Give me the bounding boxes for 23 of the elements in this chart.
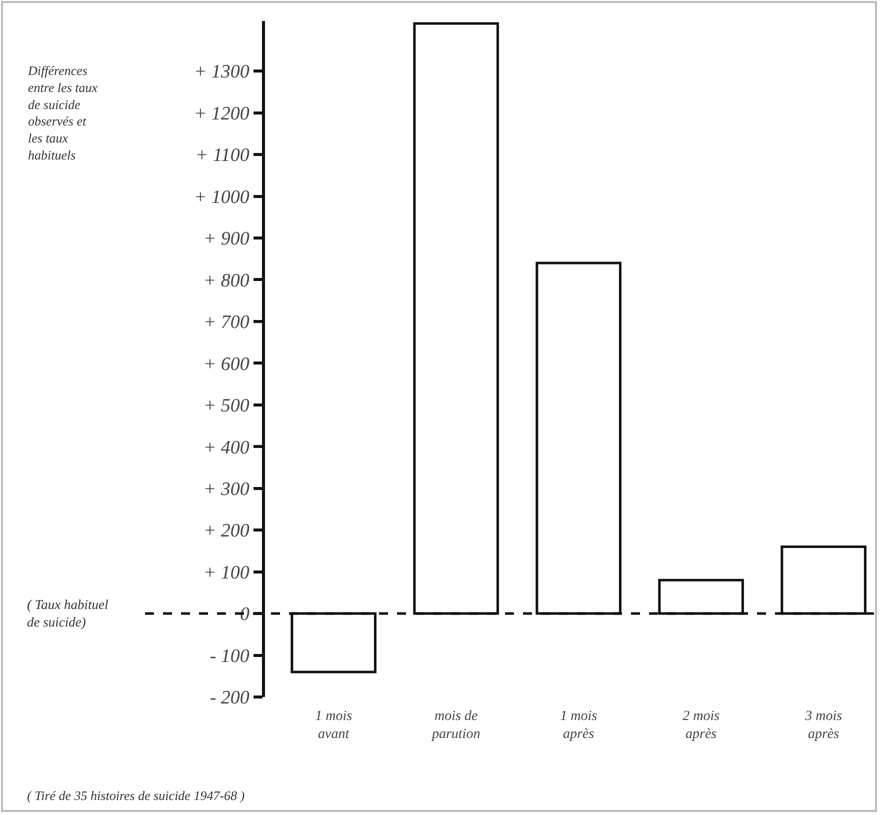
x-tick-label: 2 mois après: [682, 709, 720, 742]
text: ( Tiré de 35 histoires de suicide 1947-68 ): [27, 788, 245, 803]
y-tick-label: + 300: [203, 479, 250, 500]
x-tick-label: 3 mois après: [804, 709, 843, 742]
y-tick-label: + 600: [203, 354, 250, 375]
x-tick-label: 1 mois avant: [315, 709, 353, 742]
y-tick-label: + 700: [203, 312, 250, 334]
x-tick-label: 1 mois après: [560, 709, 598, 742]
y-tick-label: + 800: [203, 270, 250, 292]
y-tick-label: + 100: [203, 562, 250, 584]
ref-line-label: ( Taux habituel de suicide): [27, 597, 108, 630]
y-tick-label: + 500: [203, 396, 250, 417]
x-tick-label: mois de parution: [430, 709, 480, 742]
y-tick-label: + 200: [203, 520, 250, 542]
text: Différences entre les taux de suicide observés et les taux habituels: [27, 63, 98, 162]
y-tick-label: + 400: [203, 437, 250, 458]
y-tick-label: + 900: [203, 228, 250, 250]
y-tick-label: + 1100: [195, 145, 250, 166]
y-tick-label: - 100: [210, 646, 250, 667]
y-tick-label: + 1000: [194, 186, 250, 208]
y-tick-label: - 200: [210, 688, 250, 709]
y-tick-label: + 1300: [194, 62, 250, 83]
y-tick-label: + 1200: [194, 103, 250, 124]
